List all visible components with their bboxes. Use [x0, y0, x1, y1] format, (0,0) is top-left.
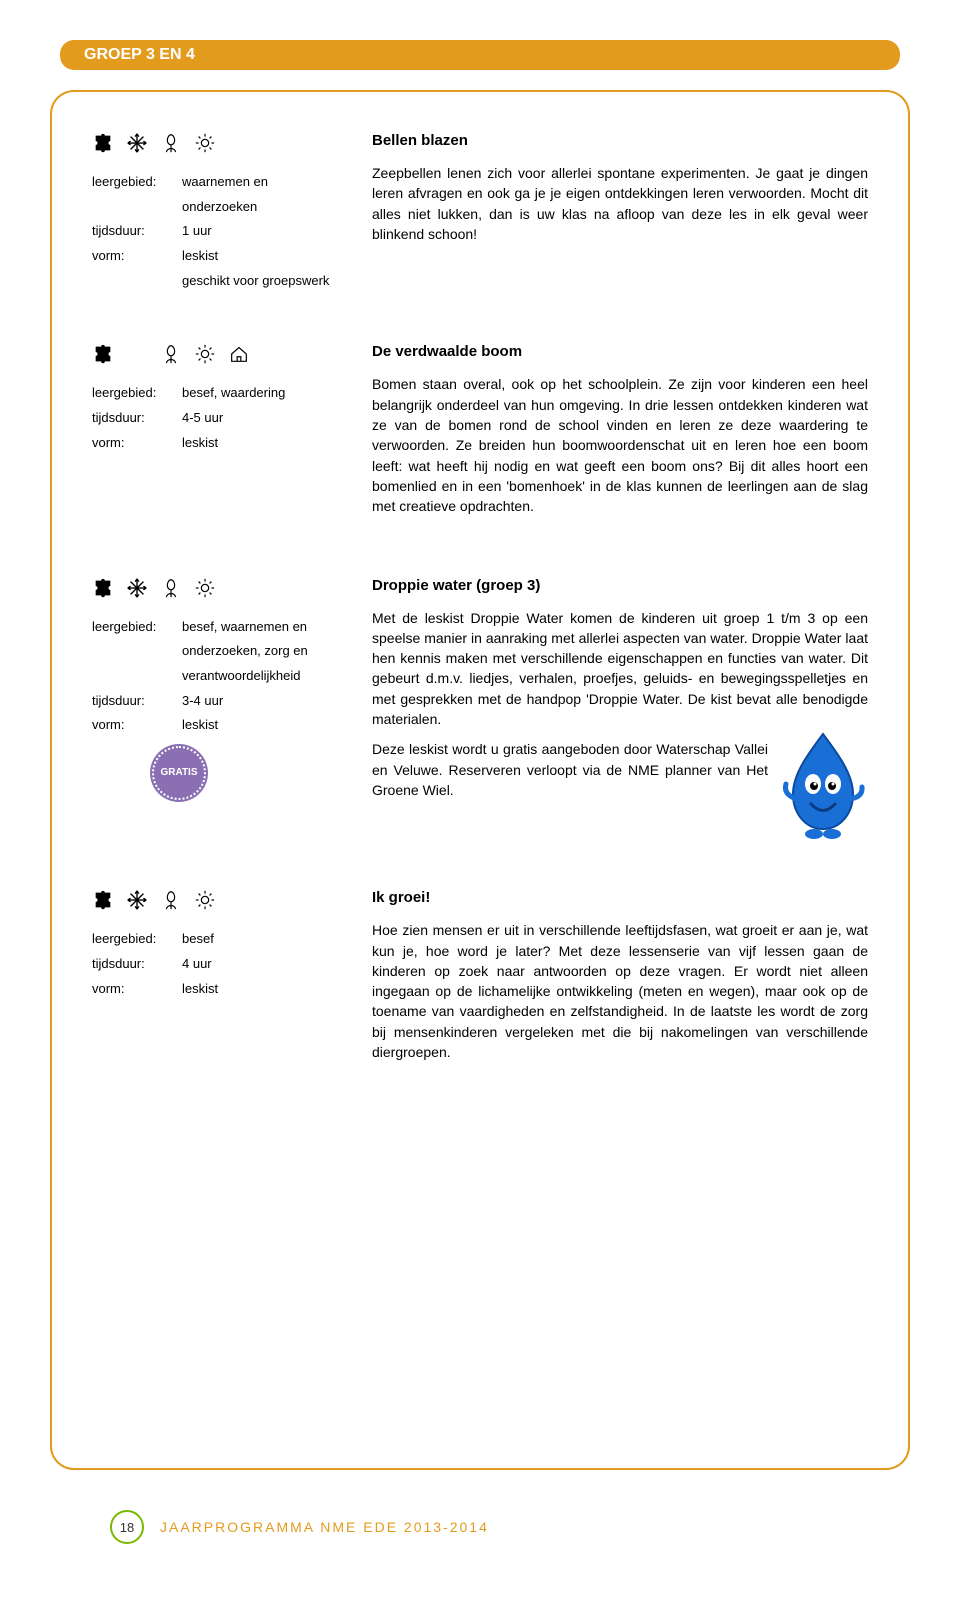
meta-label: vorm:	[92, 431, 182, 456]
gratis-stamp: GRATIS	[152, 746, 206, 800]
meta-value: leskist	[182, 713, 342, 738]
snowflake-icon	[126, 132, 148, 154]
entry-meta-column: leergebied:besef, waarnemen en onderzoek…	[92, 577, 342, 800]
entry-body: Zeepbellen lenen zich voor allerlei spon…	[372, 163, 868, 244]
entry-paragraph: Deze leskist wordt u gratis aangeboden d…	[372, 739, 868, 800]
meta-row: tijdsduur:4 uur	[92, 952, 342, 977]
meta-row: vorm:leskist	[92, 244, 342, 269]
entry-paragraph: Hoe zien mensen er uit in verschillende …	[372, 920, 868, 1062]
meta-value: 4 uur	[182, 952, 342, 977]
icon-row	[92, 132, 342, 154]
footer-title: JAARPROGRAMMA NME EDE 2013-2014	[160, 1519, 489, 1535]
entry-body: Met de leskist Droppie Water komen de ki…	[372, 608, 868, 801]
section-header: GROEP 3 EN 4	[60, 40, 900, 70]
entry-title: Droppie water (groep 3)	[372, 577, 868, 594]
meta-row: vorm:leskist	[92, 431, 342, 456]
meta-value: besef	[182, 927, 342, 952]
droppie-water-image	[778, 729, 868, 839]
meta-table: leergebied:beseftijdsduur:4 uurvorm:lesk…	[92, 927, 342, 1001]
entry-paragraph: Met de leskist Droppie Water komen de ki…	[372, 608, 868, 730]
puzzle-icon	[92, 343, 114, 365]
sun-icon	[194, 889, 216, 911]
tulip-icon	[160, 889, 182, 911]
meta-row: vorm:leskist	[92, 977, 342, 1002]
meta-table: leergebied:besef, waarnemen en onderzoek…	[92, 615, 342, 738]
puzzle-icon	[92, 132, 114, 154]
entry-body: Bomen staan overal, ook op het schoolple…	[372, 374, 868, 516]
entry-content-column: Bellen blazen Zeepbellen lenen zich voor …	[372, 132, 868, 254]
icon-row	[92, 577, 342, 599]
meta-label: tijdsduur:	[92, 406, 182, 431]
entry-title: Bellen blazen	[372, 132, 868, 149]
icon-row	[92, 343, 342, 365]
tulip-icon	[160, 343, 182, 365]
icon-row	[92, 889, 342, 911]
meta-row: leergebied:besef, waarnemen en onderzoek…	[92, 615, 342, 689]
meta-row: leergebied:besef, waardering	[92, 381, 342, 406]
entry-content-column: Droppie water (groep 3) Met de leskist Dr…	[372, 577, 868, 840]
lesson-entry: leergebied:beseftijdsduur:4 uurvorm:lesk…	[92, 889, 868, 1072]
meta-row: tijdsduur:1 uur	[92, 219, 342, 244]
lesson-entry: leergebied:waarnemen en onderzoekentijds…	[92, 132, 868, 293]
meta-row: geschikt voor groepswerk	[92, 269, 342, 294]
meta-label: tijdsduur:	[92, 219, 182, 244]
entry-paragraph: Zeepbellen lenen zich voor allerlei spon…	[372, 163, 868, 244]
house-icon	[228, 343, 250, 365]
page-number: 18	[110, 1510, 144, 1544]
entry-meta-column: leergebied:waarnemen en onderzoekentijds…	[92, 132, 342, 293]
meta-value: waarnemen en onderzoeken	[182, 170, 342, 219]
header-title: GROEP 3 EN 4	[84, 46, 195, 63]
meta-value: leskist	[182, 431, 342, 456]
page-footer: 18 JAARPROGRAMMA NME EDE 2013-2014	[110, 1510, 960, 1544]
snowflake-icon	[126, 577, 148, 599]
snowflake-icon	[126, 889, 148, 911]
meta-label: leergebied:	[92, 170, 182, 219]
meta-table: leergebied:besef, waarderingtijdsduur:4-…	[92, 381, 342, 455]
puzzle-icon	[92, 889, 114, 911]
entry-title: De verdwaalde boom	[372, 343, 868, 360]
meta-value: 4-5 uur	[182, 406, 342, 431]
meta-row: tijdsduur:3-4 uur	[92, 689, 342, 714]
meta-label: leergebied:	[92, 381, 182, 406]
meta-value: 3-4 uur	[182, 689, 342, 714]
tulip-icon	[160, 132, 182, 154]
sun-icon	[194, 577, 216, 599]
meta-label: tijdsduur:	[92, 952, 182, 977]
meta-table: leergebied:waarnemen en onderzoekentijds…	[92, 170, 342, 293]
meta-row: tijdsduur:4-5 uur	[92, 406, 342, 431]
meta-label: vorm:	[92, 977, 182, 1002]
lesson-entry: leergebied:besef, waarnemen en onderzoek…	[92, 577, 868, 840]
sun-icon	[194, 132, 216, 154]
meta-extra: geschikt voor groepswerk	[182, 269, 342, 294]
entry-paragraph: Bomen staan overal, ook op het schoolple…	[372, 374, 868, 516]
meta-value: leskist	[182, 977, 342, 1002]
entry-content-column: Ik groei! Hoe zien mensen er uit in versc…	[372, 889, 868, 1072]
meta-value: besef, waardering	[182, 381, 342, 406]
meta-label: leergebied:	[92, 927, 182, 952]
meta-label: leergebied:	[92, 615, 182, 689]
meta-value: 1 uur	[182, 219, 342, 244]
entry-meta-column: leergebied:beseftijdsduur:4 uurvorm:lesk…	[92, 889, 342, 1001]
tulip-icon	[160, 577, 182, 599]
meta-row: leergebied:waarnemen en onderzoeken	[92, 170, 342, 219]
entry-title: Ik groei!	[372, 889, 868, 906]
meta-label: vorm:	[92, 713, 182, 738]
meta-value: leskist	[182, 244, 342, 269]
puzzle-icon	[92, 577, 114, 599]
meta-label: tijdsduur:	[92, 689, 182, 714]
lesson-entry: leergebied:besef, waarderingtijdsduur:4-…	[92, 343, 868, 526]
entry-meta-column: leergebied:besef, waarderingtijdsduur:4-…	[92, 343, 342, 455]
meta-label: vorm:	[92, 244, 182, 269]
entry-content-column: De verdwaalde boom Bomen staan overal, oo…	[372, 343, 868, 526]
meta-row: leergebied:besef	[92, 927, 342, 952]
meta-value: besef, waarnemen en onderzoeken, zorg en…	[182, 615, 342, 689]
meta-row: vorm:leskist	[92, 713, 342, 738]
entry-body: Hoe zien mensen er uit in verschillende …	[372, 920, 868, 1062]
page-frame: leergebied:waarnemen en onderzoekentijds…	[50, 90, 910, 1470]
sun-icon	[194, 343, 216, 365]
